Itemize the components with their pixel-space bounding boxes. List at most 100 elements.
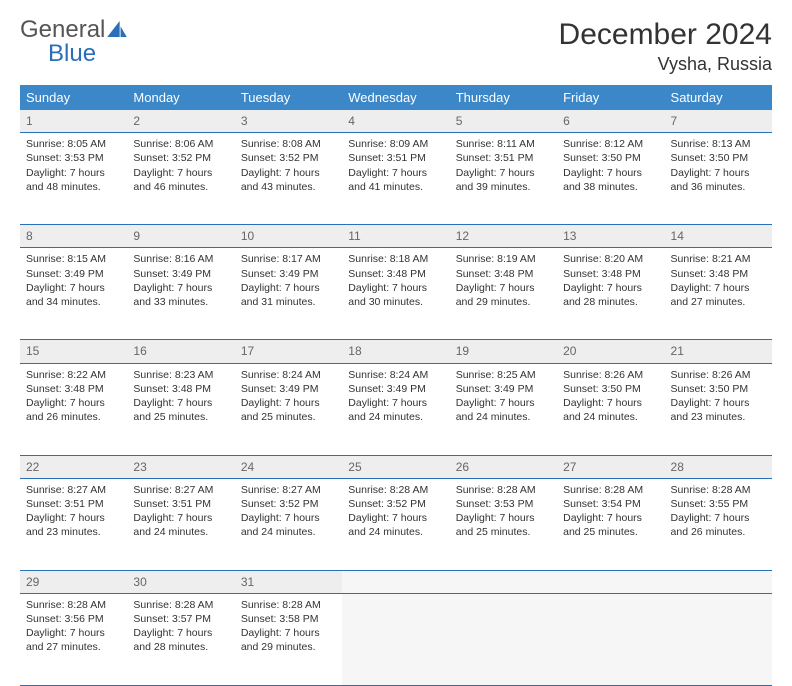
daylight-text-2: and 25 minutes. [241,410,336,424]
sunrise-text: Sunrise: 8:12 AM [563,137,658,151]
daylight-text-2: and 25 minutes. [133,410,228,424]
sunrise-text: Sunrise: 8:24 AM [241,368,336,382]
daylight-text-1: Daylight: 7 hours [241,511,336,525]
daylight-text-2: and 48 minutes. [26,180,121,194]
logo-text-2: Blue [48,40,96,67]
sunrise-text: Sunrise: 8:28 AM [348,483,443,497]
logo-text-1: General [20,16,105,43]
daylight-text-1: Daylight: 7 hours [456,511,551,525]
daylight-text-1: Daylight: 7 hours [26,166,121,180]
day-number: 10 [235,225,342,248]
daylight-text-1: Daylight: 7 hours [241,396,336,410]
weekday-header-row: Sunday Monday Tuesday Wednesday Thursday… [20,85,772,110]
day-cell: Sunrise: 8:15 AMSunset: 3:49 PMDaylight:… [20,248,127,340]
sunrise-text: Sunrise: 8:28 AM [671,483,766,497]
day-cell: Sunrise: 8:26 AMSunset: 3:50 PMDaylight:… [557,363,664,455]
day-cell: Sunrise: 8:17 AMSunset: 3:49 PMDaylight:… [235,248,342,340]
location: Vysha, Russia [559,54,772,75]
day-number: 1 [20,110,127,133]
daylight-text-2: and 24 minutes. [241,525,336,539]
sunrise-text: Sunrise: 8:19 AM [456,252,551,266]
sunset-text: Sunset: 3:54 PM [563,497,658,511]
day-cell: Sunrise: 8:24 AMSunset: 3:49 PMDaylight:… [342,363,449,455]
sunrise-text: Sunrise: 8:22 AM [26,368,121,382]
daylight-text-1: Daylight: 7 hours [26,281,121,295]
daylight-text-1: Daylight: 7 hours [456,281,551,295]
day-number: 9 [127,225,234,248]
day-number: 23 [127,455,234,478]
daylight-text-1: Daylight: 7 hours [133,511,228,525]
daylight-text-1: Daylight: 7 hours [671,281,766,295]
sunset-text: Sunset: 3:57 PM [133,612,228,626]
weekday-header: Tuesday [235,85,342,110]
daylight-text-2: and 28 minutes. [133,640,228,654]
daylight-text-2: and 29 minutes. [241,640,336,654]
day-number: 25 [342,455,449,478]
day-cell: Sunrise: 8:11 AMSunset: 3:51 PMDaylight:… [450,133,557,225]
sunrise-text: Sunrise: 8:20 AM [563,252,658,266]
daylight-text-2: and 25 minutes. [563,525,658,539]
sunrise-text: Sunrise: 8:28 AM [26,598,121,612]
sunset-text: Sunset: 3:50 PM [671,151,766,165]
daylight-text-2: and 36 minutes. [671,180,766,194]
day-cell: Sunrise: 8:28 AMSunset: 3:57 PMDaylight:… [127,593,234,685]
day-cell [450,593,557,685]
sunrise-text: Sunrise: 8:27 AM [133,483,228,497]
day-cell: Sunrise: 8:28 AMSunset: 3:52 PMDaylight:… [342,478,449,570]
day-cell: Sunrise: 8:19 AMSunset: 3:48 PMDaylight:… [450,248,557,340]
day-cell: Sunrise: 8:21 AMSunset: 3:48 PMDaylight:… [665,248,772,340]
sunset-text: Sunset: 3:48 PM [456,267,551,281]
daylight-text-1: Daylight: 7 hours [133,626,228,640]
day-cell: Sunrise: 8:23 AMSunset: 3:48 PMDaylight:… [127,363,234,455]
sunrise-text: Sunrise: 8:15 AM [26,252,121,266]
sunset-text: Sunset: 3:53 PM [456,497,551,511]
sunset-text: Sunset: 3:48 PM [563,267,658,281]
daylight-text-1: Daylight: 7 hours [563,511,658,525]
sunset-text: Sunset: 3:55 PM [671,497,766,511]
daylight-text-2: and 31 minutes. [241,295,336,309]
sunrise-text: Sunrise: 8:17 AM [241,252,336,266]
daylight-text-2: and 24 minutes. [563,410,658,424]
daylight-text-2: and 39 minutes. [456,180,551,194]
day-cell: Sunrise: 8:28 AMSunset: 3:55 PMDaylight:… [665,478,772,570]
day-number: 28 [665,455,772,478]
sunset-text: Sunset: 3:48 PM [348,267,443,281]
sunset-text: Sunset: 3:48 PM [133,382,228,396]
day-number [665,570,772,593]
sunrise-text: Sunrise: 8:24 AM [348,368,443,382]
day-content-row: Sunrise: 8:15 AMSunset: 3:49 PMDaylight:… [20,248,772,340]
sunrise-text: Sunrise: 8:28 AM [563,483,658,497]
sunset-text: Sunset: 3:49 PM [348,382,443,396]
day-number: 7 [665,110,772,133]
daylight-text-2: and 38 minutes. [563,180,658,194]
day-cell: Sunrise: 8:12 AMSunset: 3:50 PMDaylight:… [557,133,664,225]
logo-sail-icon [107,21,127,37]
day-number: 14 [665,225,772,248]
day-cell [665,593,772,685]
day-number: 24 [235,455,342,478]
daylight-text-2: and 28 minutes. [563,295,658,309]
day-number-row: 891011121314 [20,225,772,248]
daylight-text-1: Daylight: 7 hours [456,166,551,180]
sunset-text: Sunset: 3:49 PM [456,382,551,396]
daylight-text-1: Daylight: 7 hours [671,166,766,180]
day-cell [342,593,449,685]
month-title: December 2024 [559,18,772,52]
day-content-row: Sunrise: 8:27 AMSunset: 3:51 PMDaylight:… [20,478,772,570]
daylight-text-1: Daylight: 7 hours [348,281,443,295]
daylight-text-1: Daylight: 7 hours [241,281,336,295]
day-number: 11 [342,225,449,248]
daylight-text-1: Daylight: 7 hours [133,396,228,410]
weekday-header: Sunday [20,85,127,110]
day-number-row: 293031 [20,570,772,593]
sunset-text: Sunset: 3:51 PM [348,151,443,165]
daylight-text-2: and 46 minutes. [133,180,228,194]
sunset-text: Sunset: 3:50 PM [671,382,766,396]
day-number: 16 [127,340,234,363]
day-cell: Sunrise: 8:27 AMSunset: 3:52 PMDaylight:… [235,478,342,570]
day-cell: Sunrise: 8:28 AMSunset: 3:56 PMDaylight:… [20,593,127,685]
day-content-row: Sunrise: 8:28 AMSunset: 3:56 PMDaylight:… [20,593,772,685]
day-cell: Sunrise: 8:28 AMSunset: 3:54 PMDaylight:… [557,478,664,570]
daylight-text-2: and 29 minutes. [456,295,551,309]
day-number: 21 [665,340,772,363]
